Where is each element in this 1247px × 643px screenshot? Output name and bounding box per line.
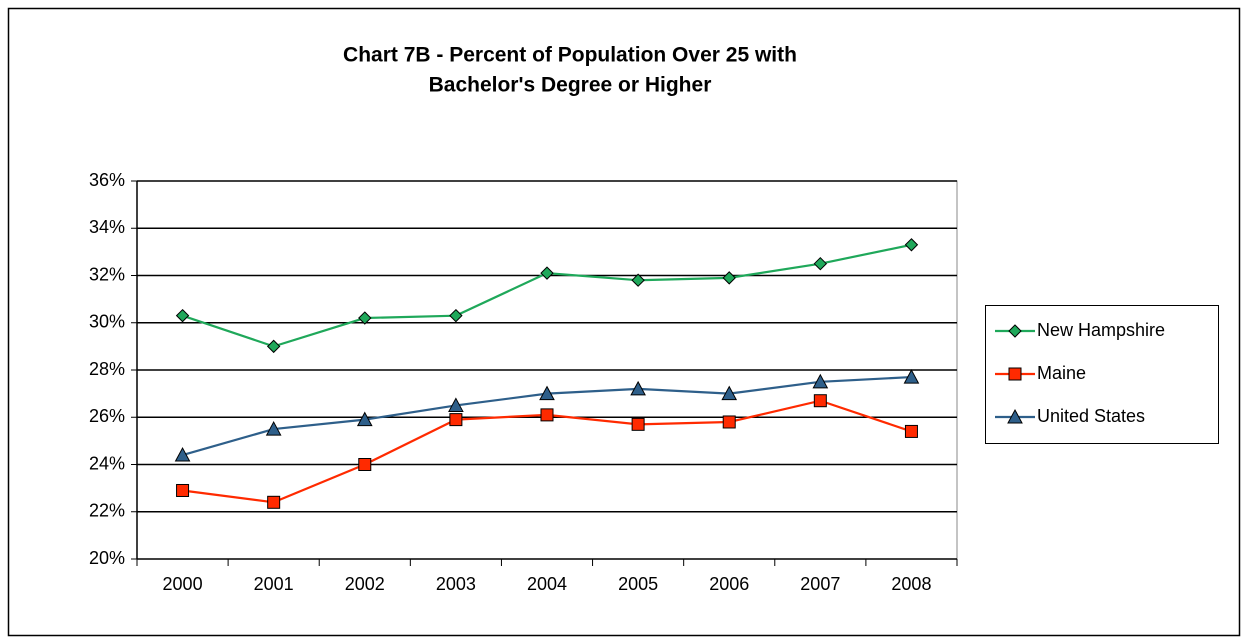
legend-marker <box>1008 367 1022 381</box>
marker <box>358 458 372 471</box>
x-tick-label: 2004 <box>527 574 567 594</box>
marker <box>540 408 554 422</box>
marker <box>448 397 464 412</box>
marker <box>722 415 736 429</box>
marker <box>721 385 738 401</box>
x-tick-label: 2006 <box>709 574 749 594</box>
marker <box>175 308 190 323</box>
legend-label: United States <box>1037 406 1145 426</box>
y-tick-label: 32% <box>89 264 125 284</box>
x-tick-label: 2002 <box>345 574 385 594</box>
marker <box>813 394 827 408</box>
marker <box>358 311 372 325</box>
legend-label: Maine <box>1037 363 1086 383</box>
y-tick-label: 28% <box>89 359 125 379</box>
legend-label: New Hampshire <box>1037 320 1165 340</box>
marker <box>722 271 736 285</box>
marker <box>812 373 829 389</box>
legend-marker <box>1008 324 1022 338</box>
marker <box>904 238 919 252</box>
x-tick-label: 2003 <box>436 574 476 594</box>
y-tick-label: 30% <box>89 312 125 332</box>
marker <box>904 424 918 438</box>
y-tick-label: 34% <box>89 217 125 237</box>
y-tick-label: 36% <box>89 170 125 190</box>
chart-title: Bachelor's Degree or Higher <box>429 74 712 97</box>
legend-marker <box>1007 408 1023 424</box>
x-tick-label: 2001 <box>254 574 294 594</box>
marker <box>267 495 281 509</box>
marker <box>174 446 191 462</box>
marker <box>631 273 645 287</box>
x-tick-label: 2005 <box>618 574 658 594</box>
y-tick-label: 20% <box>89 548 125 568</box>
x-tick-label: 2000 <box>163 574 203 594</box>
marker <box>903 369 920 384</box>
marker <box>266 339 281 354</box>
marker <box>265 421 282 436</box>
marker <box>449 413 463 427</box>
chart-title: Chart 7B - Percent of Population Over 25… <box>343 44 797 67</box>
marker <box>631 417 645 431</box>
y-tick-label: 24% <box>89 453 125 473</box>
marker <box>356 411 373 427</box>
marker <box>630 380 646 396</box>
x-tick-label: 2008 <box>891 574 931 594</box>
marker <box>813 256 828 271</box>
y-tick-label: 22% <box>89 501 125 521</box>
marker <box>449 308 463 323</box>
x-tick-label: 2007 <box>800 574 840 594</box>
marker <box>176 483 190 497</box>
y-tick-label: 26% <box>89 406 125 426</box>
marker <box>539 385 555 401</box>
marker <box>540 266 554 280</box>
